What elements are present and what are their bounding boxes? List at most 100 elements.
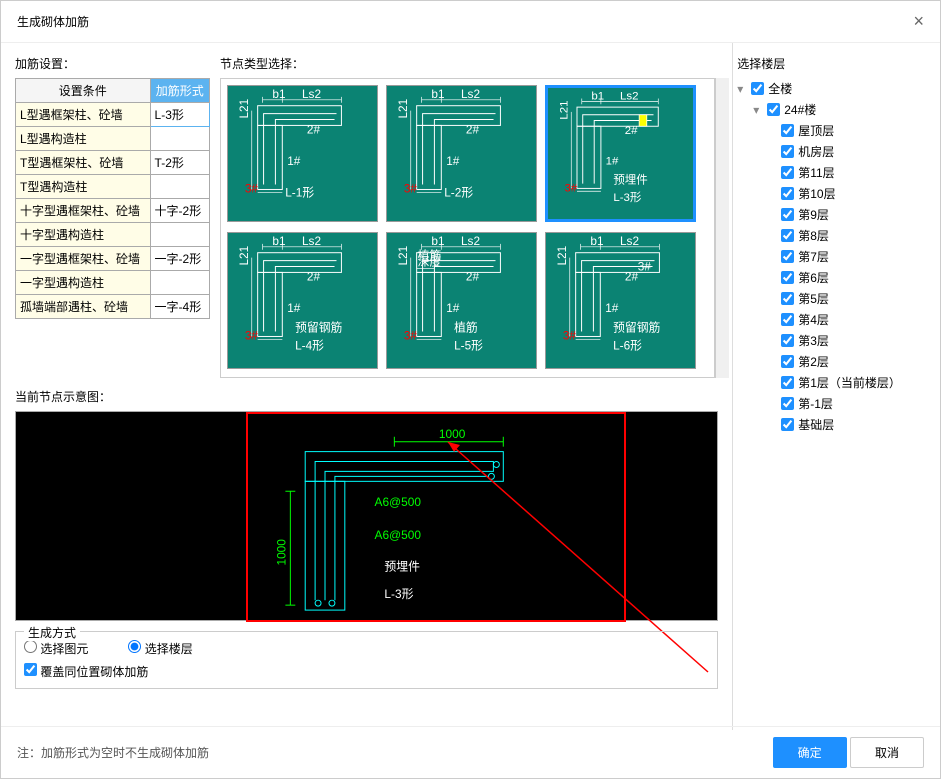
tree-check-floor[interactable]	[781, 292, 794, 305]
radio-select-floor[interactable]: 选择楼层	[128, 640, 192, 657]
table-row-cond[interactable]: 一字型遇框架柱、砼墙	[16, 247, 151, 271]
svg-text:1#: 1#	[287, 154, 301, 168]
svg-text:b1: b1	[272, 87, 285, 101]
table-row-form[interactable]	[150, 175, 209, 199]
radio-select-element[interactable]: 选择图元	[24, 640, 88, 657]
tree-check-floor[interactable]	[781, 187, 794, 200]
tree-check-floor[interactable]	[781, 145, 794, 158]
tree-check-root[interactable]	[751, 82, 764, 95]
checkbox-cover[interactable]: 覆盖同位置砌体加筋	[24, 665, 148, 679]
tree-check-floor[interactable]	[781, 397, 794, 410]
tree-toggle-icon[interactable]: ▾	[753, 103, 763, 117]
tree-floor[interactable]: 第2层	[798, 353, 829, 370]
tree-check-floor[interactable]	[781, 271, 794, 284]
svg-text:b1: b1	[272, 234, 285, 248]
node-card-L-3形[interactable]: b1 Ls2 L21 2# 1# 3# 预埋件 L-3形	[545, 85, 696, 222]
tree-floor[interactable]: 第10层	[798, 185, 835, 202]
svg-text:L-5形: L-5形	[454, 338, 483, 352]
svg-text:3#: 3#	[245, 328, 259, 342]
node-card-L-5形[interactable]: b1 Ls2 L21 2# 1# 3# 植筋深度 植筋 L-5形	[386, 232, 537, 369]
diagram-view: 1000 A6@500 A6@500 10	[15, 411, 718, 621]
svg-text:预留钢筋: 预留钢筋	[295, 321, 342, 335]
node-card-L-1形[interactable]: b1 Ls2 L21 2# 1# 3# L-1形	[227, 85, 378, 222]
tree-floor[interactable]: 第3层	[798, 332, 829, 349]
svg-text:2#: 2#	[625, 125, 638, 137]
tree-building[interactable]: 24#楼	[784, 101, 816, 118]
svg-text:L-1形: L-1形	[285, 185, 314, 199]
dialog-title: 生成砌体加筋	[17, 13, 89, 30]
cancel-button[interactable]: 取消	[850, 737, 924, 768]
table-row-cond[interactable]: T型遇构造柱	[16, 175, 151, 199]
svg-text:3#: 3#	[565, 182, 578, 194]
svg-text:Ls2: Ls2	[461, 87, 480, 101]
tree-floor[interactable]: 基础层	[798, 416, 834, 433]
table-row-form[interactable]	[150, 271, 209, 295]
tree-check-floor[interactable]	[781, 355, 794, 368]
tree-check-floor[interactable]	[781, 418, 794, 431]
tree-toggle-icon[interactable]: ▾	[737, 82, 747, 96]
svg-text:植筋: 植筋	[454, 321, 478, 335]
table-row-form[interactable]: L-3形	[150, 103, 209, 127]
tree-check-building[interactable]	[767, 103, 780, 116]
table-row-cond[interactable]: L型遇框架柱、砼墙	[16, 103, 151, 127]
tree-check-floor[interactable]	[781, 208, 794, 221]
svg-text:2#: 2#	[625, 269, 639, 283]
tree-check-floor[interactable]	[781, 250, 794, 263]
tree-floor[interactable]: 第5层	[798, 290, 829, 307]
scrollbar[interactable]	[715, 78, 729, 378]
table-row-cond[interactable]: L型遇构造柱	[16, 127, 151, 151]
table-row-cond[interactable]: 十字型遇构造柱	[16, 223, 151, 247]
th-cond[interactable]: 设置条件	[16, 79, 151, 103]
tree-check-floor[interactable]	[781, 166, 794, 179]
table-row-cond[interactable]: T型遇框架柱、砼墙	[16, 151, 151, 175]
svg-text:L21: L21	[558, 100, 570, 119]
svg-text:预留钢筋: 预留钢筋	[613, 321, 660, 335]
tree-check-floor[interactable]	[781, 376, 794, 389]
tree-floor[interactable]: 机房层	[798, 143, 834, 160]
node-card-L-6形[interactable]: b1 Ls2 L21 2# 1# 3# 3# 预留钢筋 L-6形	[545, 232, 696, 369]
th-form[interactable]: 加筋形式	[150, 79, 209, 103]
svg-text:Ls2: Ls2	[620, 90, 639, 102]
table-row-form[interactable]: 十字-2形	[150, 199, 209, 223]
close-icon[interactable]: ×	[913, 11, 924, 32]
table-row-form[interactable]: 一字-4形	[150, 295, 209, 319]
table-row-cond[interactable]: 十字型遇框架柱、砼墙	[16, 199, 151, 223]
tree-check-floor[interactable]	[781, 229, 794, 242]
svg-text:L-4形: L-4形	[295, 338, 324, 352]
svg-text:2#: 2#	[466, 269, 480, 283]
tree-floor[interactable]: 屋顶层	[798, 122, 834, 139]
tree-check-floor[interactable]	[781, 313, 794, 326]
table-row-cond[interactable]: 孤墙端部遇柱、砼墙	[16, 295, 151, 319]
svg-text:1#: 1#	[446, 301, 460, 315]
table-row-form[interactable]	[150, 223, 209, 247]
svg-text:3#: 3#	[404, 181, 418, 195]
node-card-L-4形[interactable]: b1 Ls2 L21 2# 1# 3# 预留钢筋 L-4形	[227, 232, 378, 369]
tree-floor[interactable]: 第4层	[798, 311, 829, 328]
svg-text:L-3形: L-3形	[613, 191, 642, 204]
node-card-L-2形[interactable]: b1 Ls2 L21 2# 1# 3# L-2形	[386, 85, 537, 222]
tree-floor[interactable]: 第6层	[798, 269, 829, 286]
tree-floor[interactable]: 第9层	[798, 206, 829, 223]
ok-button[interactable]: 确定	[773, 737, 847, 768]
tree-floor[interactable]: 第7层	[798, 248, 829, 265]
table-row-form[interactable]	[150, 127, 209, 151]
svg-text:1#: 1#	[606, 155, 619, 167]
table-row-form[interactable]: 一字-2形	[150, 247, 209, 271]
table-row-form[interactable]: T-2形	[150, 151, 209, 175]
node-type-label: 节点类型选择：	[220, 55, 729, 72]
gen-mode-group: 生成方式 选择图元 选择楼层 覆盖同位置砌体加筋	[15, 631, 718, 689]
svg-text:3#: 3#	[638, 259, 652, 273]
tree-floor[interactable]: 第1层（当前楼层）	[798, 374, 901, 391]
tree-check-floor[interactable]	[781, 334, 794, 347]
tree-floor[interactable]: 第8层	[798, 227, 829, 244]
table-row-cond[interactable]: 一字型遇构造柱	[16, 271, 151, 295]
tree-floor[interactable]: 第-1层	[798, 395, 833, 412]
svg-text:1#: 1#	[287, 301, 301, 315]
tree-check-floor[interactable]	[781, 124, 794, 137]
svg-text:3#: 3#	[404, 328, 418, 342]
tree-floor[interactable]: 第11层	[798, 164, 834, 181]
svg-text:Ls2: Ls2	[461, 234, 480, 248]
tree-root[interactable]: 全楼	[768, 80, 792, 97]
current-diagram-label: 当前节点示意图：	[15, 388, 718, 405]
gen-mode-legend: 生成方式	[24, 624, 80, 641]
